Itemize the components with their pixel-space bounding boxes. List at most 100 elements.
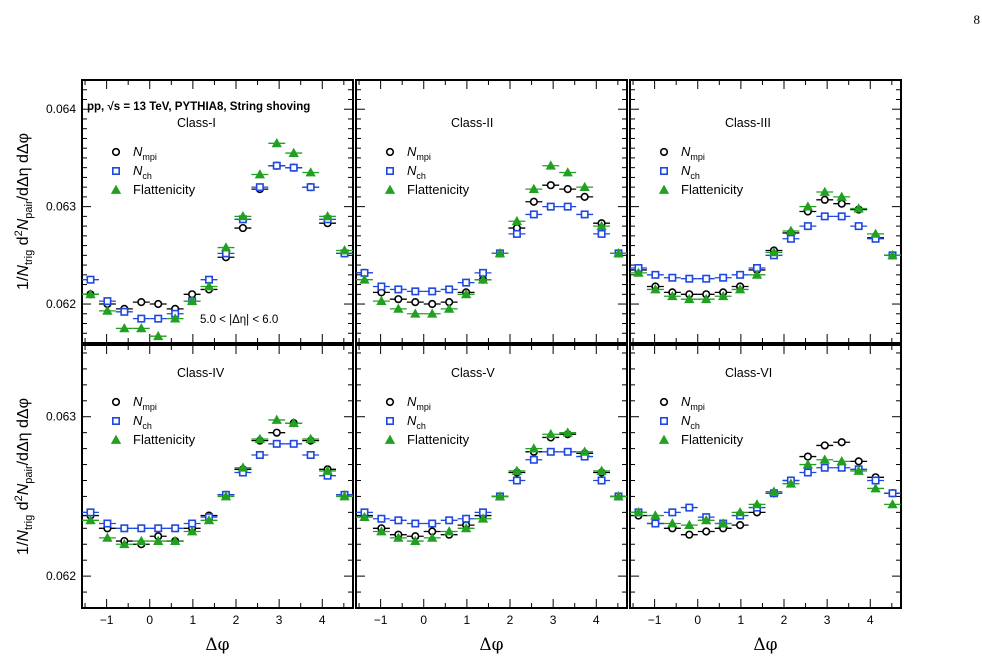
data-point-triangle	[203, 515, 215, 525]
data-point-square	[719, 273, 728, 282]
data-point-square	[563, 447, 572, 456]
data-point-triangle	[305, 433, 316, 443]
data-point-triangle	[667, 518, 678, 528]
class-label: Class-IV	[177, 366, 225, 380]
data-point-triangle	[339, 245, 350, 255]
legend-label: Nch	[133, 163, 152, 181]
data-point-triangle	[734, 507, 746, 517]
data-point-triangle	[853, 203, 864, 213]
data-point-triangle	[460, 288, 472, 299]
y-tick-label: 0.063	[46, 410, 76, 424]
data-point-circle	[411, 297, 420, 307]
class-label: Class-VI	[725, 366, 772, 380]
data-point-square	[546, 202, 555, 211]
legend-label: Nmpi	[681, 394, 705, 412]
data-point-square	[120, 307, 129, 316]
data-point-square	[803, 222, 812, 231]
data-point-triangle	[271, 137, 282, 148]
data-point-square	[580, 210, 589, 219]
data-point-triangle	[102, 532, 113, 542]
legend-label: Nch	[681, 413, 700, 431]
data-point-triangle	[460, 522, 472, 533]
data-point-triangle	[220, 491, 232, 501]
data-point-square	[411, 287, 420, 296]
data-point-square	[255, 183, 264, 192]
data-point-triangle	[718, 518, 729, 528]
data-point-triangle	[288, 147, 299, 157]
data-point-square	[512, 476, 521, 485]
data-point-triangle	[254, 169, 266, 179]
data-point-circle	[529, 197, 538, 206]
data-point-triangle	[684, 519, 695, 530]
data-point-square	[289, 439, 298, 448]
x-tick-label: −1	[374, 613, 388, 627]
panel-class-i: 0.062 0.063 0.064 Class-I NmpiNchFlattenicit…	[46, 79, 354, 344]
legend-marker	[112, 167, 121, 176]
data-point-square	[854, 222, 863, 231]
x-tick-label: 3	[550, 613, 557, 627]
data-point-square	[255, 450, 264, 459]
x-tick-label: 4	[867, 613, 874, 627]
data-point-square	[154, 314, 163, 323]
data-point-circle	[546, 181, 555, 190]
data-point-triangle	[339, 491, 350, 501]
data-point-triangle	[359, 511, 370, 522]
data-point-triangle	[153, 535, 164, 545]
y-tick-label: 0.062	[46, 297, 76, 311]
data-point-square	[668, 508, 677, 517]
data-point-square	[597, 229, 606, 238]
x-axis-label: Δφ	[205, 635, 229, 655]
legend-marker	[659, 147, 669, 157]
data-point-circle	[837, 438, 846, 447]
x-tick-label: 3	[276, 613, 283, 627]
data-point-square	[445, 285, 454, 294]
y-tick-label: 0.063	[46, 200, 76, 214]
data-point-circle	[563, 184, 572, 194]
data-point-triangle	[444, 526, 455, 536]
data-point-triangle	[170, 313, 181, 323]
data-point-triangle	[887, 250, 898, 260]
data-point-square	[462, 278, 471, 287]
data-point-triangle	[751, 269, 763, 279]
x-tick-label: 2	[781, 613, 788, 627]
data-point-triangle	[701, 293, 712, 304]
data-point-triangle	[376, 526, 387, 536]
legend-label: Flattenicity	[133, 182, 196, 197]
legend-label: Flattenicity	[407, 432, 470, 447]
data-point-triangle	[203, 281, 215, 291]
legend-label: Nch	[133, 413, 152, 431]
data-point-square	[394, 516, 403, 525]
x-tick-label: 2	[233, 613, 240, 627]
x-axis-label: Δφ	[753, 635, 777, 655]
x-tick-label: −1	[100, 613, 114, 627]
data-point-triangle	[751, 499, 763, 509]
data-point-triangle	[511, 465, 523, 475]
data-point-triangle	[870, 483, 881, 493]
data-point-triangle	[477, 513, 489, 523]
data-point-triangle	[322, 211, 333, 221]
legend-marker	[659, 167, 668, 176]
legend-marker	[384, 184, 396, 194]
data-point-square	[529, 455, 538, 464]
data-point-square	[837, 463, 846, 472]
data-point-triangle	[170, 535, 181, 545]
x-tick-label: −1	[648, 613, 662, 627]
data-point-square	[529, 210, 538, 219]
data-point-triangle	[511, 215, 523, 226]
data-point-square	[272, 439, 281, 448]
data-point-square	[871, 476, 880, 485]
panel-class-iv: 0.062 0.063 −1 0 1 2 3 4 Δφ Class-IV NmpiNchFlatte…	[46, 344, 354, 655]
x-tick-label: 1	[738, 613, 745, 627]
data-point-square	[445, 516, 454, 525]
data-point-triangle	[650, 284, 661, 294]
data-point-triangle	[410, 535, 421, 545]
data-point-triangle	[136, 535, 147, 545]
data-point-triangle	[237, 211, 249, 221]
data-point-square	[668, 273, 677, 282]
data-point-square	[837, 212, 846, 221]
legend-label: Nmpi	[407, 394, 431, 412]
legend-label: Nch	[681, 163, 700, 181]
data-point-square	[786, 234, 795, 243]
